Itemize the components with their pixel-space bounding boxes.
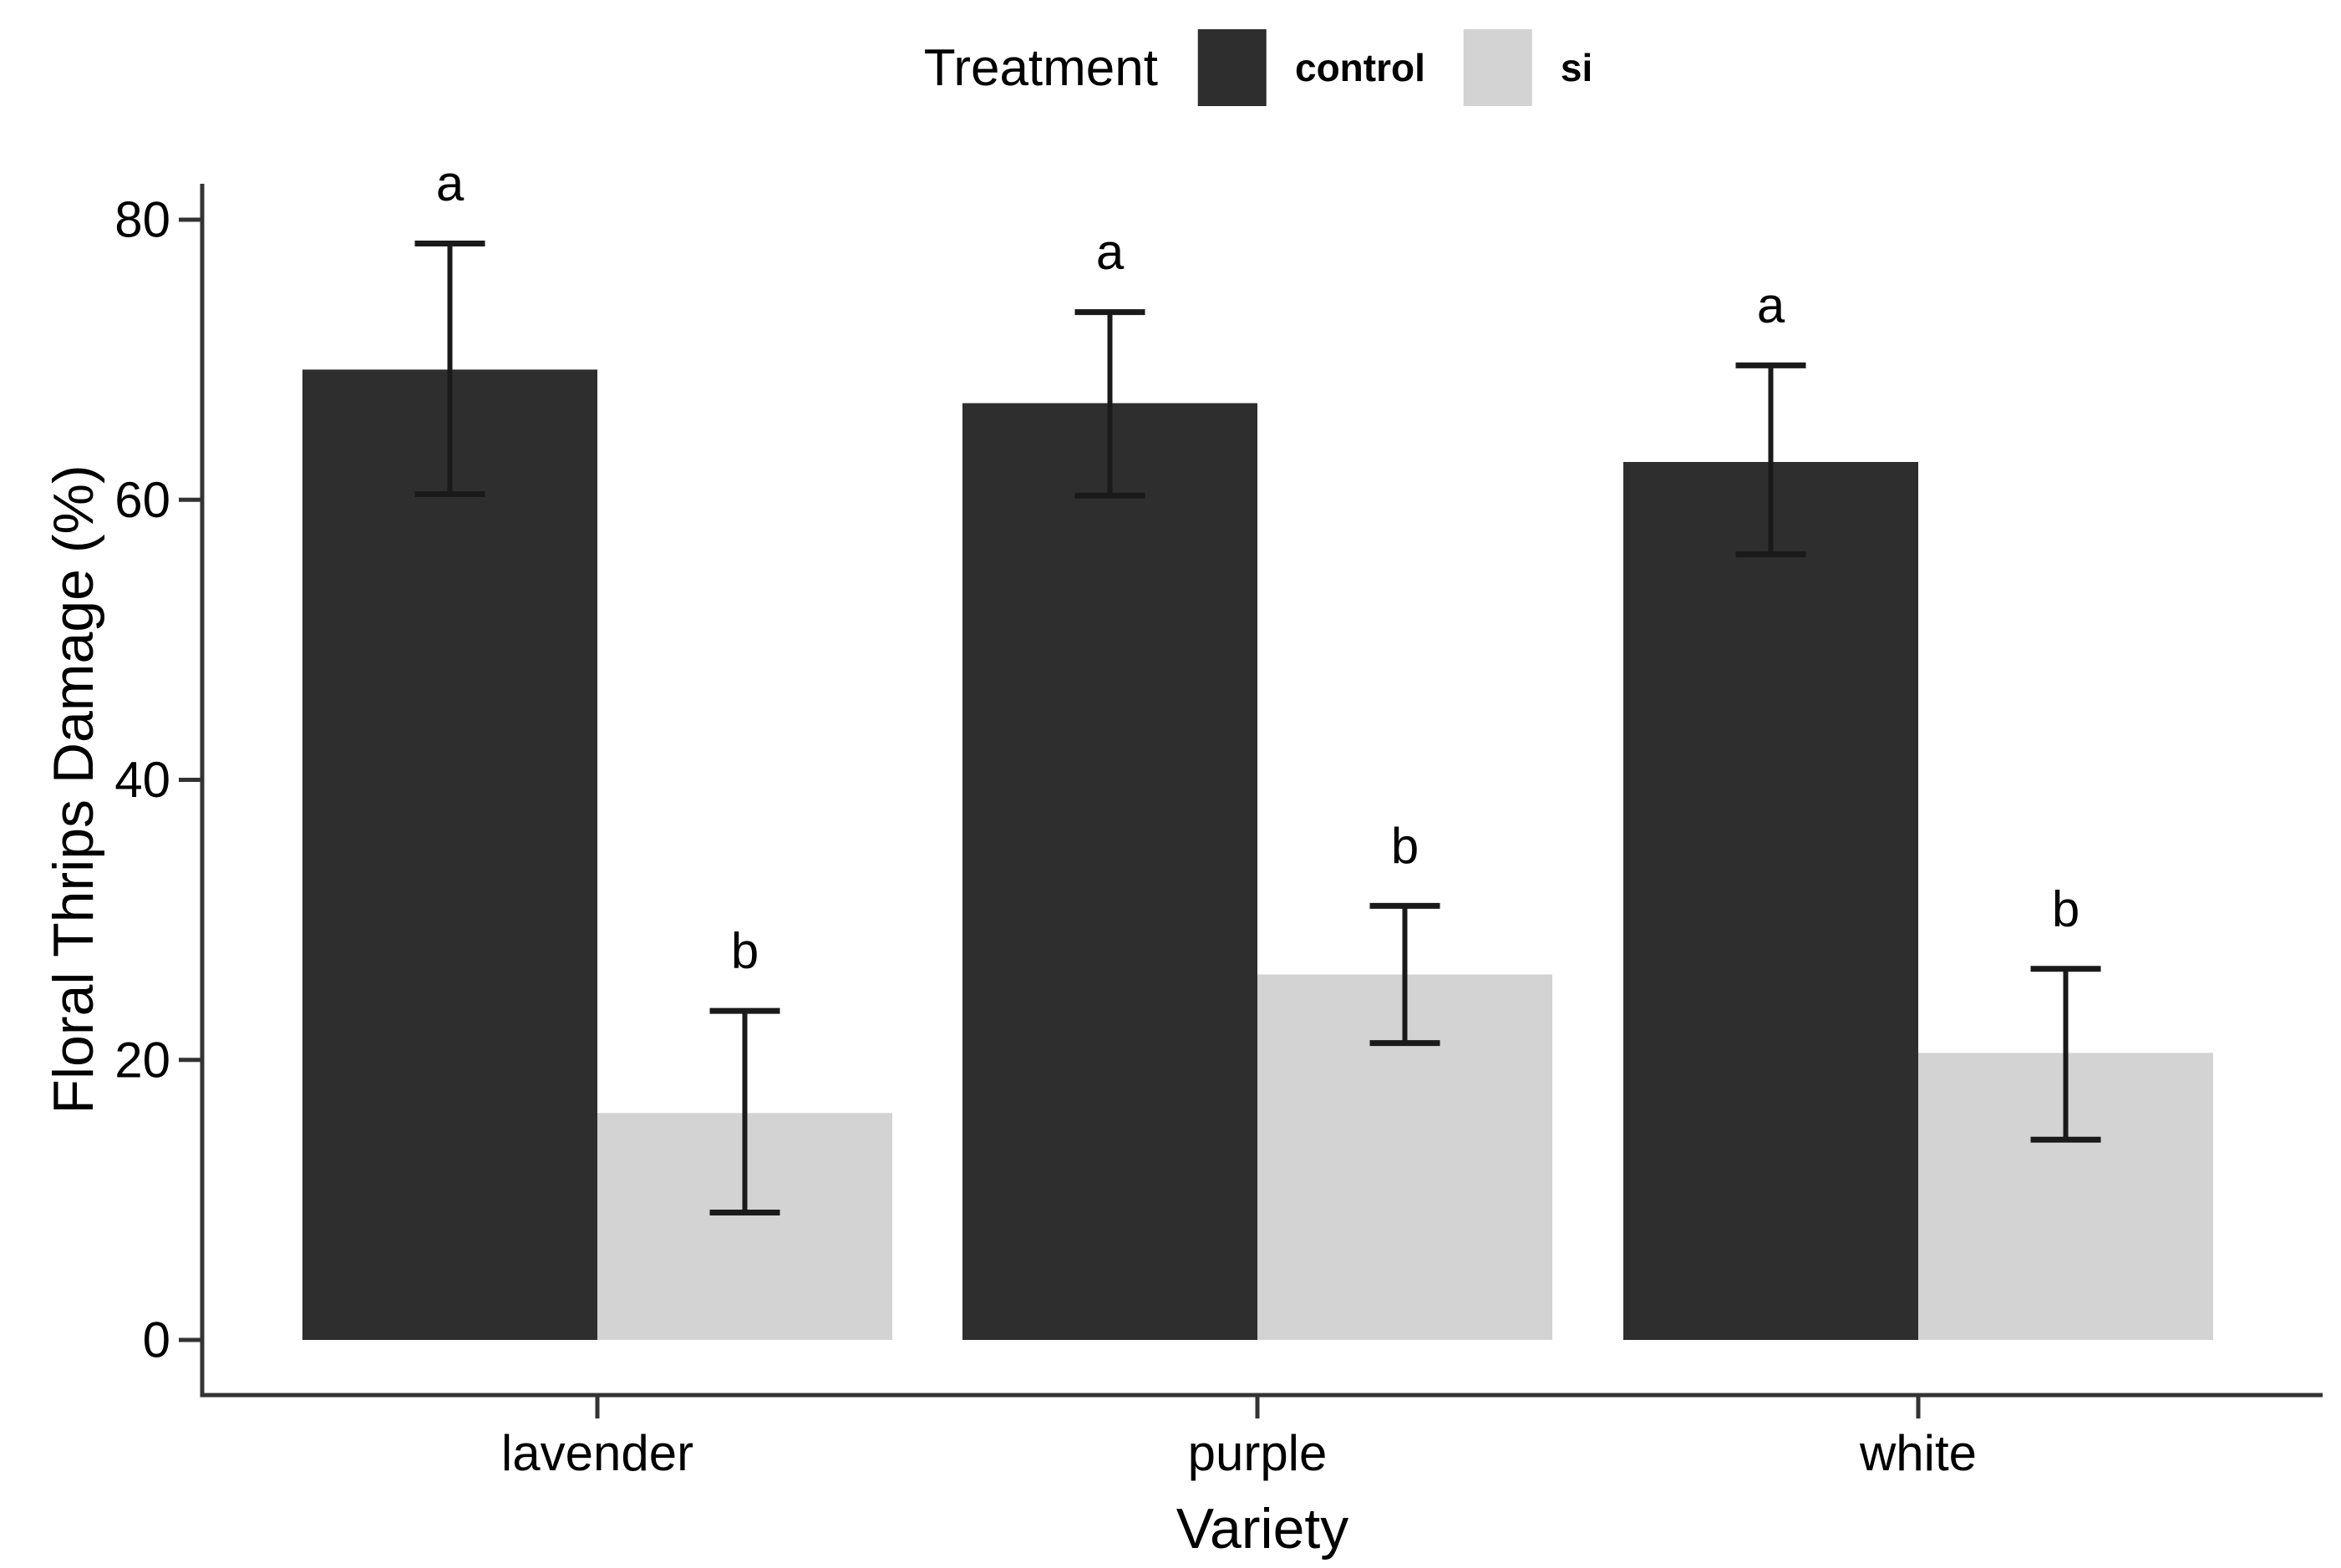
x-tick-label-white: white xyxy=(1859,1425,1977,1481)
x-axis-title: Variety xyxy=(1176,1497,1349,1560)
sig-letter-white-si: b xyxy=(2052,880,2079,936)
sig-letter-purple-control: a xyxy=(1096,224,1125,280)
legend-label-control: control xyxy=(1294,46,1425,89)
y-tick-label-20: 20 xyxy=(114,1032,170,1088)
x-tick-label-lavender: lavender xyxy=(501,1425,693,1481)
bar-lavender-control xyxy=(302,369,597,1340)
sig-letter-white-control: a xyxy=(1757,277,1785,333)
legend-swatch-control xyxy=(1197,29,1267,106)
y-tick-label-0: 0 xyxy=(143,1312,170,1368)
bar-purple-control xyxy=(962,403,1257,1341)
y-tick-label-80: 80 xyxy=(114,192,170,248)
sig-letter-lavender-si: b xyxy=(731,923,759,979)
y-tick-label-40: 40 xyxy=(114,752,170,808)
y-tick-label-60: 60 xyxy=(114,472,170,528)
sig-letter-lavender-control: a xyxy=(436,155,465,211)
y-axis-title: Floral Thrips Damage (%) xyxy=(42,464,105,1114)
bar-white-control xyxy=(1623,462,1918,1340)
legend: Treatment control si xyxy=(923,29,1593,106)
legend-title: Treatment xyxy=(923,38,1158,97)
legend-swatch-si xyxy=(1463,29,1532,106)
x-tick-label-purple: purple xyxy=(1188,1425,1328,1481)
sig-letter-purple-si: b xyxy=(1391,818,1419,874)
legend-label-si: si xyxy=(1560,46,1593,89)
